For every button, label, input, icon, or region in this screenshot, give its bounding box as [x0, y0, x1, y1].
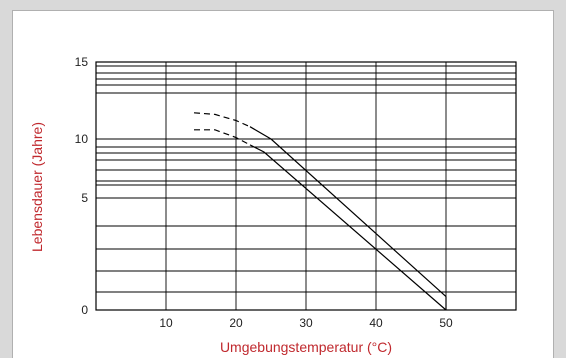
curves [193, 112, 447, 311]
x-tick-labels: 10 20 30 40 50 [159, 316, 453, 330]
y-tick-label: 15 [75, 55, 89, 69]
x-tick-label: 30 [299, 316, 313, 330]
x-tick-label: 10 [159, 316, 173, 330]
curve-1-dashed [193, 112, 251, 128]
x-axis-label: Umgebungstemperatur (°C) [220, 339, 392, 355]
x-tick-label: 40 [369, 316, 383, 330]
curve-1-solid [249, 126, 447, 298]
y-tick-label: 0 [81, 303, 88, 317]
y-axis-label: Lebensdauer (Jahre) [29, 122, 45, 252]
y-tick-labels: 0 5 10 15 [75, 55, 89, 317]
grid [95, 61, 517, 311]
y-tick-label: 10 [75, 132, 89, 146]
x-tick-label: 20 [229, 316, 243, 330]
chart-panel [12, 10, 554, 358]
y-tick-label: 5 [81, 191, 88, 205]
curve-2-dashed [194, 129, 251, 146]
x-tick-label: 50 [439, 316, 453, 330]
curve-2-solid [249, 144, 447, 311]
